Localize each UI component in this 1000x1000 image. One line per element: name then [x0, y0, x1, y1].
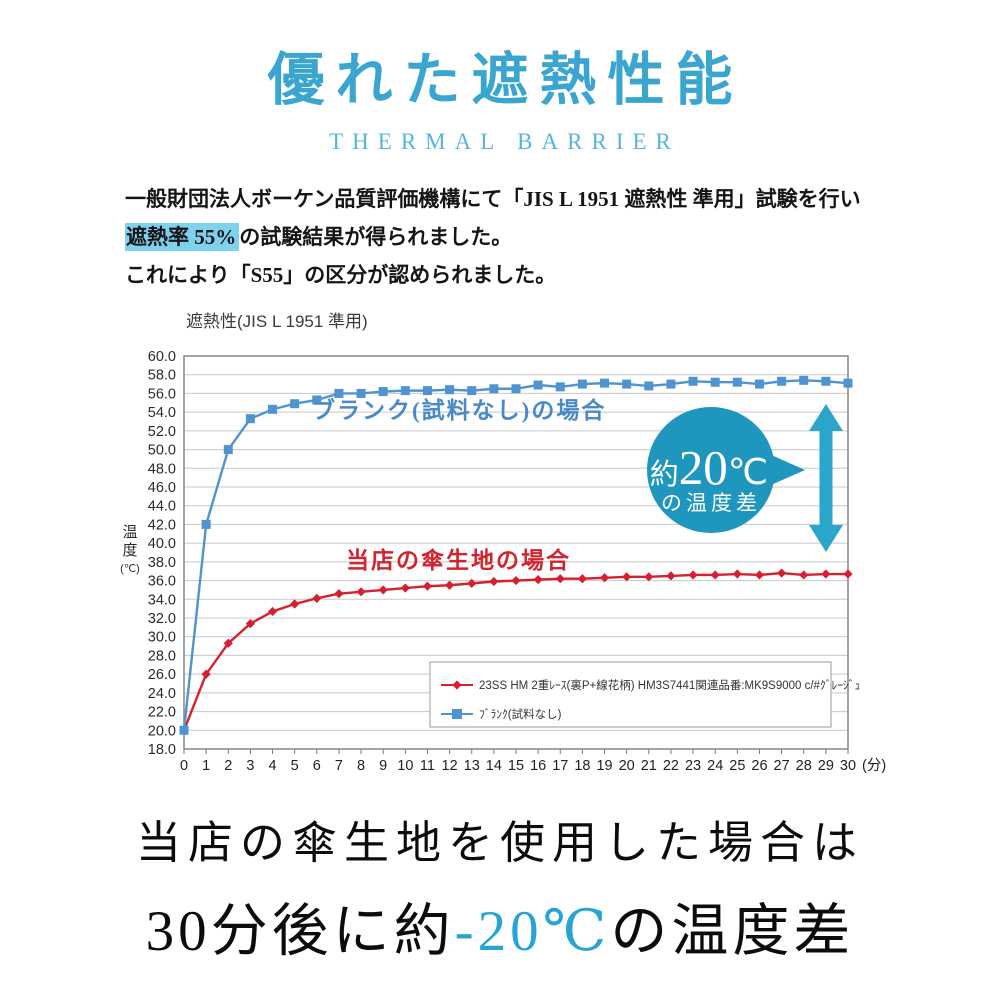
intro-line-3: これにより「S55」の区分が認められました。: [125, 263, 557, 287]
svg-text:29: 29: [818, 758, 834, 774]
svg-text:9: 9: [379, 758, 387, 774]
header: 優れた遮熱性能 THERMAL BARRIER: [0, 34, 1000, 155]
thermal-chart: 18.0 20.0 22.0 24.0 26.0 28.0 30.0 32.0 34.0 36.0…: [100, 300, 910, 805]
svg-text:3: 3: [246, 758, 254, 774]
page-title: 優れた遮熱性能: [267, 49, 744, 112]
legend-diamond-marker: [452, 680, 462, 690]
svg-text:27: 27: [774, 758, 790, 774]
svg-text:(℃): (℃): [120, 563, 140, 575]
temperature-diff-sub: の温度差: [661, 491, 761, 515]
svg-text:58.0: 58.0: [148, 368, 176, 384]
chart-legend: 23SS HM 2重ﾚｰｽ(裏P+線花柄) HM3S7441関連品番:MK9S9…: [429, 661, 860, 728]
legend-label-blank: ﾌﾞﾗﾝｸ(試料なし): [479, 707, 562, 721]
y-axis-label: 温: [122, 524, 137, 541]
svg-text:12: 12: [442, 758, 458, 774]
blank-curve-label: ブランク(試料なし)の場合: [312, 397, 606, 423]
svg-text:24: 24: [707, 758, 723, 774]
svg-text:32.0: 32.0: [148, 611, 176, 627]
svg-text:28: 28: [796, 758, 812, 774]
svg-text:16: 16: [530, 758, 546, 774]
svg-text:24.0: 24.0: [148, 686, 176, 702]
footer-line-2-prefix: 30分後に約: [145, 900, 455, 963]
svg-text:19: 19: [596, 758, 612, 774]
svg-text:60.0: 60.0: [148, 349, 176, 365]
intro-line-2: 遮熱率 55% の試験結果が得られました。: [125, 218, 925, 256]
svg-text:20: 20: [619, 758, 635, 774]
svg-text:22: 22: [663, 758, 679, 774]
intro-paragraph: 一般財団法人ボーケン品質評価機構にて「JIS L 1951 遮熱性 準用」試験を…: [125, 180, 925, 294]
temperature-gap-arrow: [809, 404, 843, 552]
svg-text:56.0: 56.0: [148, 386, 176, 402]
temperature-diff-bubble: 約20℃ の温度差: [647, 407, 805, 533]
svg-text:0: 0: [180, 758, 188, 774]
svg-text:23: 23: [685, 758, 701, 774]
intro-line-2-rest: の試験結果が得られました。: [239, 225, 513, 249]
thermal-chart-svg: 18.0 20.0 22.0 24.0 26.0 28.0 30.0 32.0 34.0 36.0…: [120, 312, 886, 774]
svg-text:1: 1: [202, 758, 210, 774]
plot-border: [183, 355, 849, 750]
footer: 当店の傘生地を使用した場合は 30分後に約-20℃の温度差: [0, 806, 1000, 967]
svg-text:22.0: 22.0: [148, 705, 176, 721]
x-axis-unit: (分): [862, 757, 886, 774]
series-fabric: [179, 568, 853, 735]
legend-square-marker: [452, 709, 462, 719]
svg-text:40.0: 40.0: [148, 536, 176, 552]
intro-highlight-shielding-rate: 遮熱率 55%: [125, 223, 240, 251]
series-blank: [179, 375, 853, 735]
svg-text:度: 度: [122, 542, 137, 559]
svg-text:48.0: 48.0: [148, 461, 176, 477]
y-axis: 18.0 20.0 22.0 24.0 26.0 28.0 30.0 32.0 34.0 36.0…: [120, 349, 176, 758]
legend-label-fabric: 23SS HM 2重ﾚｰｽ(裏P+線花柄) HM3S7441関連品番:MK9S9…: [479, 678, 860, 692]
svg-text:30: 30: [840, 758, 856, 774]
svg-text:2: 2: [224, 758, 232, 774]
svg-text:26.0: 26.0: [148, 667, 176, 683]
svg-text:42.0: 42.0: [148, 517, 176, 533]
footer-line-2-suffix: の温度差: [610, 900, 855, 963]
svg-text:28.0: 28.0: [148, 648, 176, 664]
svg-text:25: 25: [729, 758, 745, 774]
svg-text:8: 8: [357, 758, 365, 774]
svg-text:10: 10: [397, 758, 413, 774]
svg-text:18: 18: [574, 758, 590, 774]
intro-line-1: 一般財団法人ボーケン品質評価機構にて「JIS L 1951 遮熱性 準用」試験を…: [125, 187, 861, 211]
svg-text:4: 4: [268, 758, 276, 774]
chart-title: 遮熱性(JIS L 1951 準用): [186, 312, 368, 331]
svg-text:11: 11: [420, 758, 435, 774]
svg-text:20.0: 20.0: [148, 723, 176, 739]
svg-text:14: 14: [486, 758, 502, 774]
footer-line-2: 30分後に約-20℃の温度差: [0, 885, 1000, 967]
svg-text:6: 6: [313, 758, 321, 774]
svg-text:44.0: 44.0: [148, 499, 176, 515]
footer-line-1: 当店の傘生地を使用した場合は: [135, 818, 864, 868]
svg-text:21: 21: [641, 758, 657, 774]
svg-text:26: 26: [751, 758, 767, 774]
svg-text:54.0: 54.0: [148, 405, 176, 421]
svg-text:46.0: 46.0: [148, 480, 176, 496]
svg-text:36.0: 36.0: [148, 574, 176, 590]
svg-text:7: 7: [335, 758, 343, 774]
footer-temperature-diff: -20℃: [454, 900, 611, 963]
fabric-curve-label: 当店の傘生地の場合: [346, 547, 571, 573]
svg-text:50.0: 50.0: [148, 443, 176, 459]
svg-text:13: 13: [464, 758, 480, 774]
svg-text:約20℃: 約20℃: [650, 440, 768, 495]
x-axis: 0 1 2 3 4 5 6 7 8 9 10 11 12 13 14 15 16 17 18 19 20 21 22 23 24…: [180, 749, 886, 774]
svg-text:52.0: 52.0: [148, 424, 176, 440]
svg-text:5: 5: [291, 758, 299, 774]
svg-text:18.0: 18.0: [148, 742, 176, 758]
svg-text:30.0: 30.0: [148, 630, 176, 646]
svg-text:17: 17: [552, 758, 568, 774]
svg-text:15: 15: [508, 758, 524, 774]
svg-text:34.0: 34.0: [148, 592, 176, 608]
svg-text:38.0: 38.0: [148, 555, 176, 571]
page-subtitle: THERMAL BARRIER: [329, 129, 680, 154]
